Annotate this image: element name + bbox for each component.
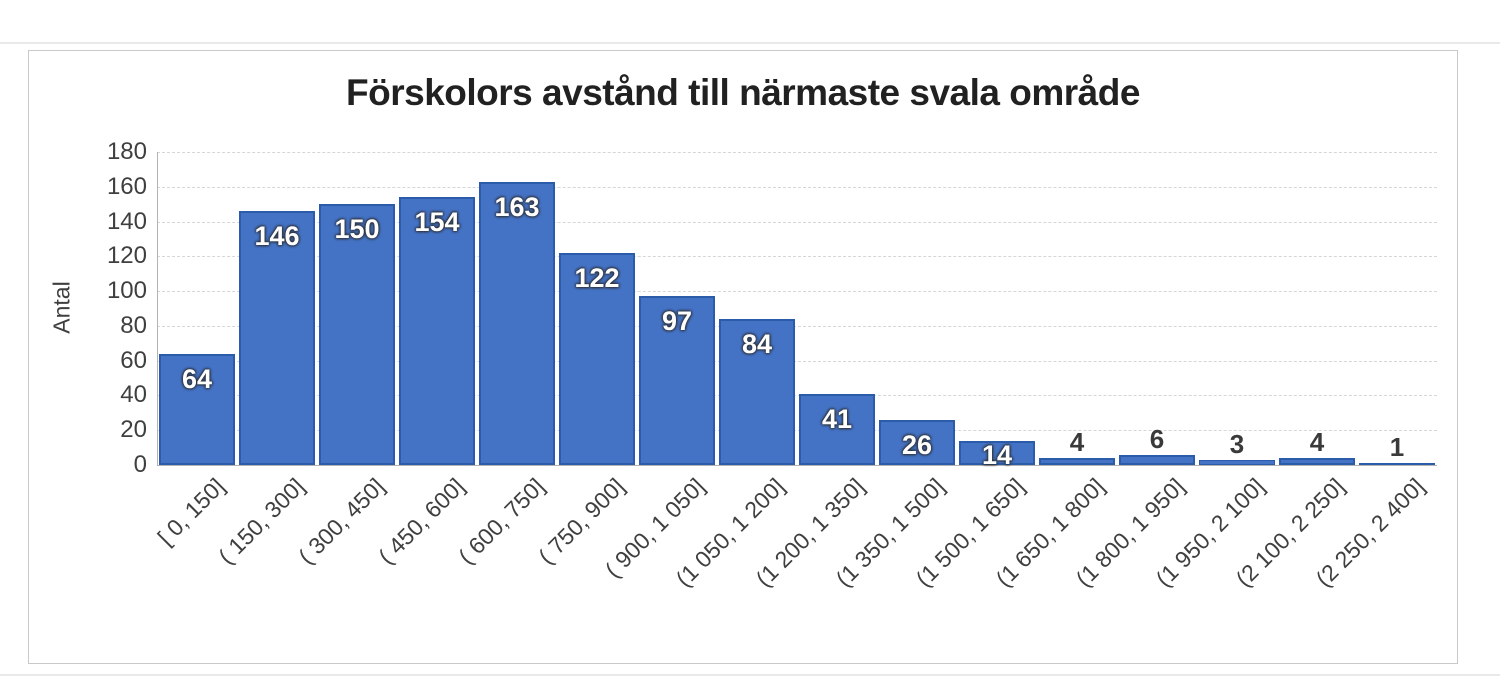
y-tick-label: 100 (106, 277, 147, 305)
bar-value-label: 6 (1149, 424, 1165, 454)
bar-value-label: 163 (494, 192, 540, 222)
bar-value-label: 150 (334, 214, 380, 244)
bar-value-label: 41 (821, 404, 853, 434)
bar-value-label: 26 (901, 430, 933, 460)
x-tick-label-text: ( 150, 300] (213, 473, 310, 570)
y-tick-label: 160 (106, 172, 147, 200)
bar-value-label: 64 (181, 364, 213, 394)
y-tick-label: 60 (120, 346, 147, 374)
bar: 14 (959, 440, 1035, 470)
page-divider-bottom (0, 674, 1500, 676)
bar: 163 (479, 182, 555, 465)
bar: 84 (719, 319, 795, 465)
y-tick-label: 140 (106, 207, 147, 235)
bar: 41 (799, 394, 875, 465)
x-tick-label-text: ( 600, 750] (453, 473, 550, 570)
x-tick-label-text: [ 0, 150] (152, 473, 230, 551)
bar-value-label: 14 (981, 440, 1013, 470)
gridline (157, 186, 1437, 188)
gridline (157, 395, 1437, 397)
gridline (157, 152, 1437, 153)
bar-value-label: 1 (1389, 432, 1405, 462)
x-tick-label-text: ( 300, 450] (293, 473, 390, 570)
bar (1199, 460, 1275, 465)
bar: 97 (639, 296, 715, 465)
gridline (157, 221, 1437, 223)
bar-value-label: 154 (414, 207, 460, 237)
y-tick-label: 0 (133, 451, 147, 478)
y-tick-label: 80 (120, 311, 147, 339)
bar-value-label: 84 (741, 329, 773, 359)
bar-value-label: 97 (661, 306, 693, 336)
gridline (157, 256, 1437, 258)
bar-value-label: 122 (574, 263, 620, 293)
bar-value-label: 4 (1309, 427, 1325, 457)
bar (1119, 455, 1195, 465)
gridline (157, 430, 1437, 432)
bar: 150 (319, 204, 395, 465)
bar (1039, 458, 1115, 465)
bar: 146 (239, 211, 315, 465)
bar: 26 (879, 420, 955, 465)
bar-value-label: 4 (1069, 427, 1085, 457)
chart-title: Förskolors avstånd till närmaste svala o… (346, 72, 1140, 113)
y-tick-label: 40 (120, 381, 147, 409)
bar-value-label: 146 (254, 221, 300, 251)
y-axis-line (157, 152, 158, 465)
x-axis-line (157, 465, 1437, 466)
gridline (157, 360, 1437, 362)
bar (1359, 463, 1435, 465)
page-divider-top (0, 42, 1500, 44)
bar-value-label: 3 (1229, 429, 1245, 459)
bar (1279, 458, 1355, 465)
bar: 122 (559, 253, 635, 465)
bar: 64 (159, 354, 235, 465)
gridline (157, 291, 1437, 293)
gridline (157, 325, 1437, 327)
y-tick-label: 120 (106, 242, 147, 270)
y-tick-label: 180 (106, 138, 147, 165)
bar: 154 (399, 197, 475, 465)
y-tick-label: 20 (120, 416, 147, 444)
x-tick-label-text: ( 450, 600] (373, 473, 470, 570)
